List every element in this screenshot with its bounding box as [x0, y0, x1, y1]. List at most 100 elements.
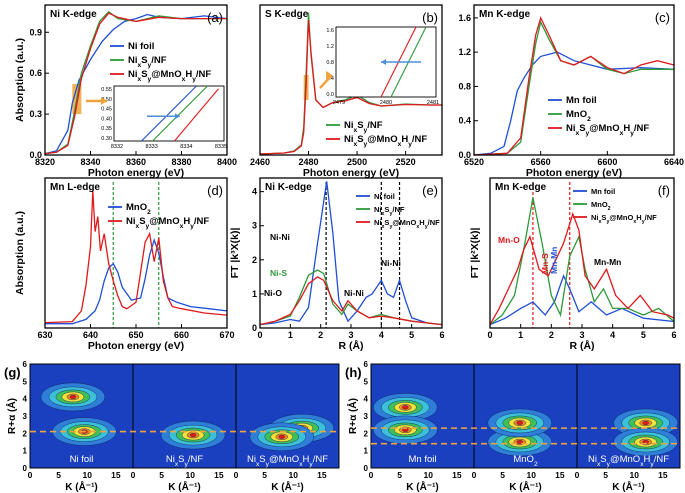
heatmap-contour: [69, 394, 77, 399]
heatmap-2: [577, 364, 680, 468]
x-tick-label: 6: [439, 330, 444, 340]
y-tick-label: 2: [364, 429, 369, 438]
y-tick-label: 4: [364, 395, 369, 404]
y-tick-label: 0.4: [458, 116, 471, 126]
x-tick-label: 8380: [171, 157, 191, 167]
panel-f: 0 1 2 3 4 5 6 R (Å) FT |k²X(k)| Mn K-edge (f) Mn fo…: [469, 177, 677, 352]
x-tick-label: 5: [262, 470, 267, 480]
heatmap-label: Ni foil: [70, 454, 94, 465]
inset-y-tick-label: 0.30: [101, 136, 112, 142]
x-tick-label: 15: [555, 470, 565, 480]
y-tick-label: 0.9: [29, 27, 42, 37]
x-axis-label: R (Å): [569, 339, 594, 352]
x-axis-label: Photon energy (eV): [526, 167, 622, 179]
peak-annotation: Mn-S: [540, 253, 550, 274]
x-tick-label: 5: [159, 470, 164, 480]
legend-label: MnO2: [566, 109, 591, 123]
x-axis-label: R (Å): [338, 339, 363, 352]
legend-label: NixSy@MnOxHy/NF: [374, 218, 440, 230]
y-tick-label: 0: [364, 464, 369, 473]
x-tick-label: 10: [423, 470, 433, 480]
plot-frame: [259, 177, 443, 329]
panel-d: 630 640 650 660 670 Photon energy (eV) Absorpt…: [14, 177, 235, 352]
x-tick-label: 6600: [597, 157, 617, 167]
series-line: [473, 51, 675, 156]
x-tick-label: 8320: [35, 157, 55, 167]
x-axis-label: K (Å⁻¹): [406, 480, 439, 493]
x-tick-label: 0: [487, 330, 492, 340]
inset-pointer: [319, 74, 333, 89]
panel-label: (d): [207, 183, 223, 198]
heatmap-1: [474, 364, 577, 468]
x-tick-label: 8360: [126, 157, 146, 167]
x-tick-label: 6520: [464, 157, 484, 167]
y-tick-label: 3: [252, 221, 257, 231]
y-tick-label: 2: [252, 255, 257, 265]
series-line: [489, 274, 675, 326]
x-axis-label: K (Å⁻¹): [509, 480, 542, 493]
x-tick-label: 15: [111, 470, 121, 480]
peak-annotation: Ni-O: [264, 288, 282, 298]
x-tick-label: 1: [288, 330, 293, 340]
series-line: [473, 20, 674, 156]
x-tick-label: 630: [37, 330, 52, 340]
heatmap-label: NixSy@MnOxHy/NF: [588, 454, 669, 468]
series-line: [259, 276, 443, 326]
legend-label: NixSy@MnOxHy/NF: [128, 69, 211, 83]
x-tick-label: 10: [629, 470, 639, 480]
y-tick-label: 1.2: [458, 47, 471, 57]
panel-label: (a): [207, 10, 223, 25]
inset-y-tick-label: 0.55: [101, 87, 112, 93]
inset-x-tick-label: 2479: [333, 100, 345, 106]
inset-y-tick-label: 0.40: [101, 116, 112, 122]
panel-label: (e): [422, 183, 438, 198]
heatmap-contour: [642, 420, 649, 425]
legend-label: NixSy/NF: [128, 55, 167, 69]
heatmap-contour: [189, 433, 197, 438]
plot-frame: [473, 4, 675, 156]
y-tick-label: 6: [23, 360, 28, 369]
x-axis-label: K (Å⁻¹): [168, 480, 201, 493]
peak-annotation: Mn-O: [498, 235, 520, 245]
y-tick-label: 0.0: [458, 150, 471, 160]
x-tick-label: 650: [128, 330, 143, 340]
y-tick-label: 0: [23, 464, 28, 473]
x-axis-label: K (Å⁻¹): [271, 480, 304, 493]
legend-label: NixSy@MnOxHy/NF: [591, 213, 657, 225]
x-tick-label: 10: [288, 470, 298, 480]
x-tick-label: 3: [579, 330, 584, 340]
x-tick-label: 2: [318, 330, 323, 340]
panel-label: (c): [655, 10, 670, 25]
plot-frame: [259, 4, 443, 156]
y-axis-label: R+α (Å): [5, 398, 18, 434]
y-tick-label: 0.0: [29, 150, 42, 160]
peak-annotation: Ni-Ni: [344, 288, 364, 298]
peak-annotation: Mn-Mn: [594, 257, 621, 267]
heatmap-background: [133, 364, 236, 468]
panel-title: Mn L-edge: [50, 182, 100, 193]
heatmap-background: [30, 364, 133, 468]
y-tick-label: 6: [364, 360, 369, 369]
x-tick-label: 5: [500, 470, 505, 480]
x-tick-label: 10: [185, 470, 195, 480]
heatmap-contour: [278, 434, 285, 439]
x-tick-label: 3: [348, 330, 353, 340]
x-tick-label: 670: [219, 330, 234, 340]
y-tick-label: 4: [23, 395, 28, 404]
inset-line: [174, 88, 219, 142]
inset-y-tick-label: 1.2: [326, 44, 334, 50]
x-tick-label: 6560: [531, 157, 551, 167]
legend-label: NixSy@MnOxHy/NF: [344, 134, 427, 148]
x-tick-label: 2480: [299, 157, 319, 167]
y-tick-label: 1: [23, 447, 28, 456]
x-tick-label: 2: [549, 330, 554, 340]
y-tick-label: 1.6: [458, 13, 471, 23]
y-tick-label: 0.8: [458, 81, 471, 91]
x-tick-label: 0: [234, 470, 239, 480]
inset-x-tick-label: 8334: [180, 144, 192, 150]
y-tick-label: 0.6: [29, 68, 42, 78]
panel-a: 8320 8340 8360 8380 8400 0.0 0.3 0.6 0.9 Photon e…: [14, 4, 237, 179]
y-axis-label: R+α (Å): [346, 398, 359, 434]
peak-annotation: Mn-Mn: [549, 247, 559, 274]
